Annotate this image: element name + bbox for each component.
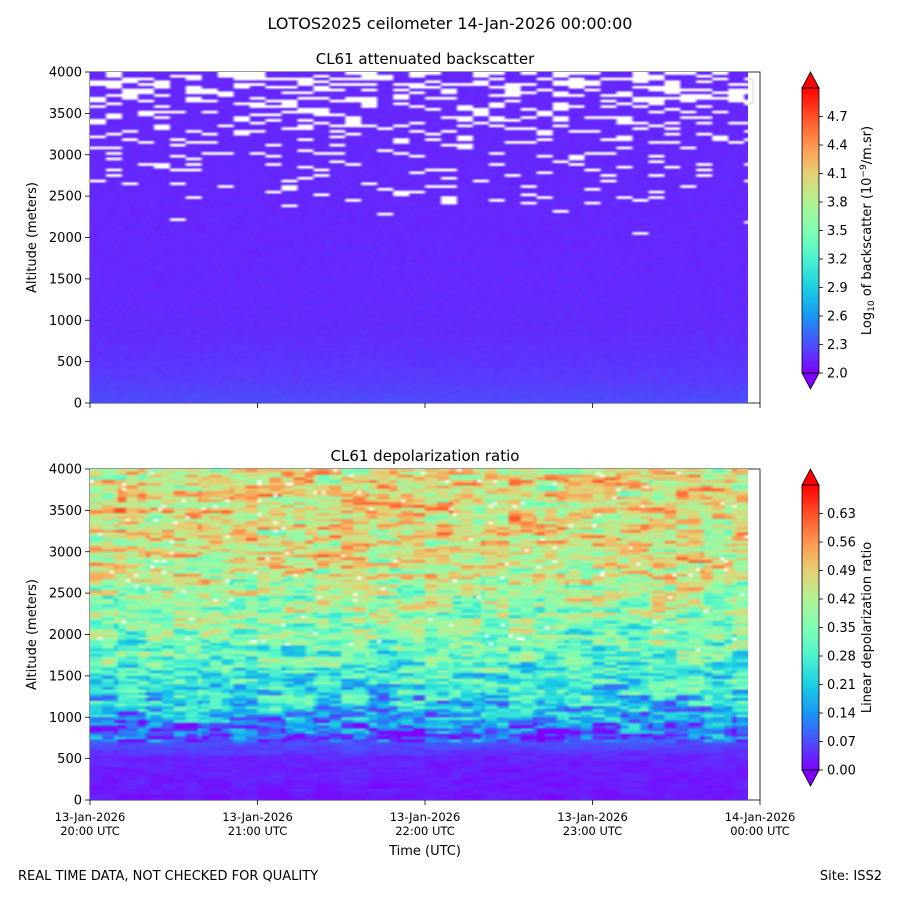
- panel-title: CL61 depolarization ratio: [331, 447, 520, 465]
- colorbar-tick-label: 0.07: [827, 735, 856, 750]
- y-tick-label: 3000: [49, 545, 82, 560]
- y-tick-label: 2000: [49, 231, 82, 246]
- y-tick-label: 4000: [49, 66, 82, 81]
- x-tick-label: 23:00 UTC: [563, 824, 623, 838]
- y-axis-label: Altitude (meters): [25, 579, 40, 690]
- x-tick-label: 20:00 UTC: [60, 824, 120, 838]
- y-tick-label: 3500: [49, 107, 82, 122]
- figure-suptitle: LOTOS2025 ceilometer 14-Jan-2026 00:00:0…: [267, 14, 633, 33]
- y-tick-label: 500: [57, 752, 82, 767]
- y-tick-label: 3000: [49, 148, 82, 163]
- colorbar-tick-label: 0.35: [827, 621, 856, 636]
- colorbar-tick-label: 0.00: [827, 764, 856, 779]
- x-axis-label: Time (UTC): [388, 844, 461, 859]
- colorbar-tick-label: 2.9: [827, 281, 848, 296]
- colorbar-tick-label: 3.2: [827, 253, 848, 268]
- y-tick-label: 1500: [49, 669, 82, 684]
- colorbar-gradient: [802, 88, 819, 373]
- quality-disclaimer: REAL TIME DATA, NOT CHECKED FOR QUALITY: [18, 869, 319, 884]
- colorbar-tick-label: 0.42: [827, 593, 856, 608]
- y-tick-label: 3500: [49, 504, 82, 519]
- x-tick-label: 14-Jan-2026: [725, 810, 796, 824]
- x-tick-label: 13-Jan-2026: [557, 810, 628, 824]
- y-tick-label: 1000: [49, 314, 82, 329]
- x-tick-label: 13-Jan-2026: [55, 810, 126, 824]
- y-tick-label: 4000: [49, 463, 82, 478]
- y-tick-label: 1500: [49, 272, 82, 287]
- colorbar-tick-label: 2.0: [827, 367, 848, 382]
- y-tick-label: 2500: [49, 190, 82, 205]
- y-tick-label: 500: [57, 355, 82, 370]
- y-tick-label: 2500: [49, 587, 82, 602]
- colorbar-extend-min: [801, 769, 820, 787]
- colorbar-tick-label: 0.63: [827, 507, 856, 522]
- colorbar-tick-label: 4.4: [827, 139, 848, 154]
- colorbar-tick-label: 4.1: [827, 167, 848, 182]
- colorbar-2: 0.00 0.07 0.14 0.21 0.28 0.35 0.42 0.49 0.56 0.63…: [801, 468, 875, 787]
- colorbar-tick-label: 3.8: [827, 196, 848, 211]
- x-tick-label: 21:00 UTC: [228, 824, 288, 838]
- x-tick-label: 22:00 UTC: [395, 824, 455, 838]
- colorbar-tick-label: 3.5: [827, 224, 848, 239]
- colorbar-tick-label: 0.14: [827, 707, 856, 722]
- panel-title: CL61 attenuated backscatter: [316, 50, 535, 68]
- colorbar-1: 2.0 2.3 2.6 2.9 3.2 3.5 3.8 4.1 4.4 4.7 Log10 of b…: [801, 71, 877, 390]
- heatmap-field-1: [90, 72, 748, 403]
- colorbar-tick-label: 4.7: [827, 110, 848, 125]
- y-tick-label: 0: [74, 397, 82, 412]
- y-tick-label: 0: [74, 794, 82, 809]
- colorbar-extend-min: [801, 372, 820, 390]
- colorbar-label: Log10 of backscatter (10−9/m.sr): [859, 126, 877, 335]
- colorbar-tick-label: 0.28: [827, 650, 856, 665]
- colorbar-label: Linear depolarization ratio: [860, 542, 875, 713]
- colorbar-tick-label: 0.21: [827, 678, 856, 693]
- colorbar-extend-max: [801, 468, 820, 486]
- colorbar-tick-label: 2.6: [827, 310, 848, 325]
- x-tick-label: 13-Jan-2026: [222, 810, 293, 824]
- y-tick-label: 1000: [49, 711, 82, 726]
- colorbar-extend-max: [801, 71, 820, 89]
- site-label: Site: ISS2: [819, 869, 882, 884]
- colorbar-tick-label: 0.49: [827, 564, 856, 579]
- colorbar-gradient: [802, 485, 819, 770]
- y-axis-label: Altitude (meters): [25, 182, 40, 293]
- colorbar-tick-label: 0.56: [827, 536, 856, 551]
- y-tick-label: 2000: [49, 628, 82, 643]
- colorbar-tick-label: 2.3: [827, 338, 848, 353]
- heatmap-field-2: [90, 469, 748, 800]
- x-tick-label: 13-Jan-2026: [390, 810, 461, 824]
- x-tick-label: 00:00 UTC: [730, 824, 790, 838]
